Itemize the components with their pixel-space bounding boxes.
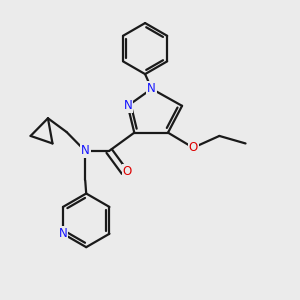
Text: N: N: [123, 99, 132, 112]
Text: O: O: [122, 165, 132, 178]
Text: N: N: [58, 227, 67, 240]
Text: O: O: [189, 141, 198, 154]
Text: N: N: [147, 82, 156, 95]
Text: N: N: [81, 145, 90, 158]
